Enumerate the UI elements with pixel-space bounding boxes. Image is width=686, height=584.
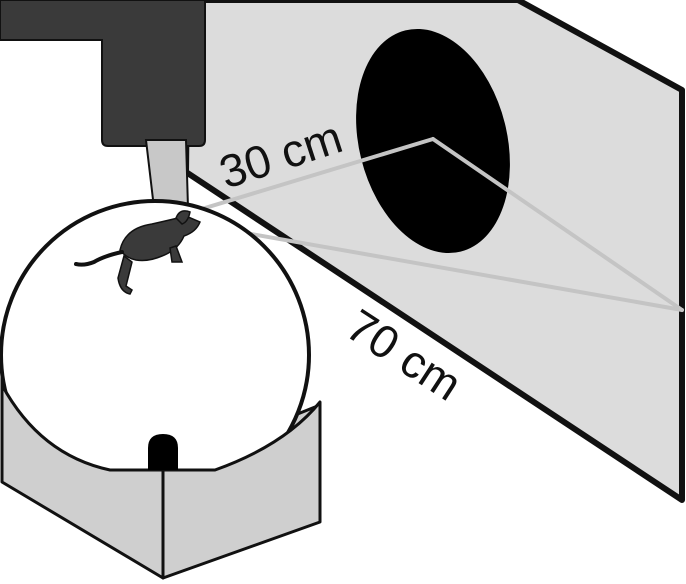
mouse-tail — [74, 250, 124, 267]
mouse-ear — [175, 210, 191, 225]
sightlines — [170, 137, 684, 312]
mouse-hind-leg — [117, 254, 133, 295]
ball-base-front-right — [161, 400, 322, 580]
mouse — [74, 210, 201, 295]
mouse-body — [119, 215, 201, 262]
mouse-front-leg — [169, 245, 184, 263]
air-inlet — [148, 434, 178, 470]
sightline-to-stimulus-center — [170, 137, 435, 220]
head-holder-arm — [0, 0, 206, 147]
sightline-center-to-edge — [431, 137, 684, 312]
sightline-to-screen-edge — [170, 218, 684, 312]
